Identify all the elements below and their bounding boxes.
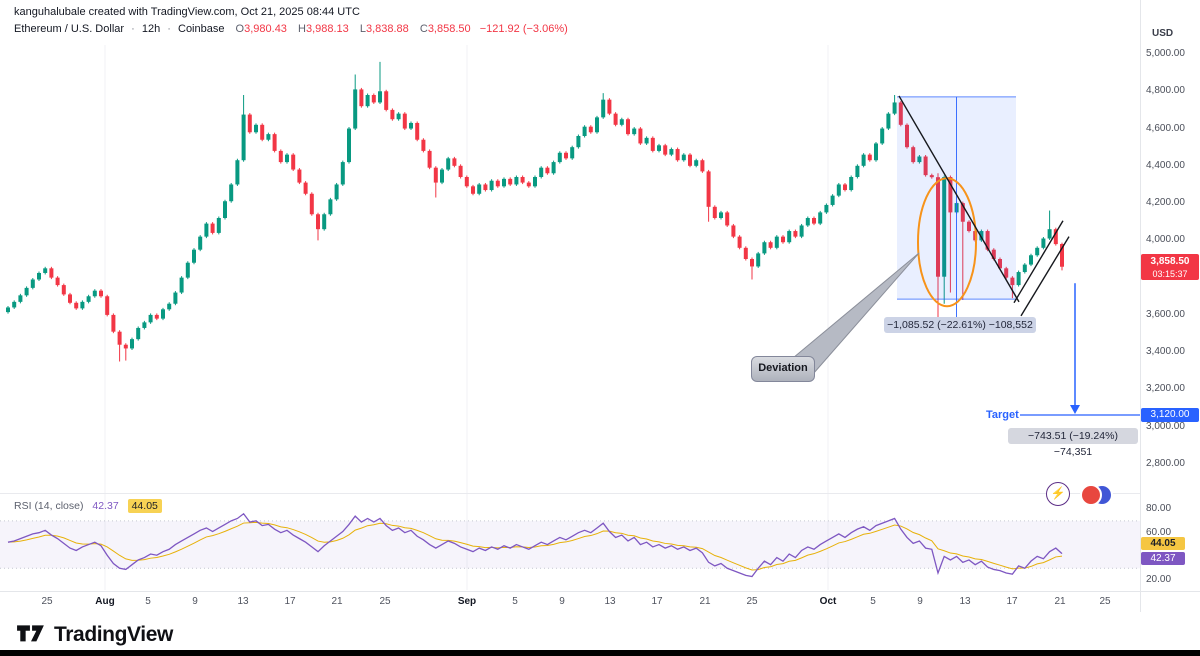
tradingview-logo[interactable]: TradingView [16,622,173,648]
separator: · [167,23,171,35]
time-axis-label: 9 [559,596,565,607]
last-price-value: 3,858.50 [1150,256,1190,267]
time-axis-label: 21 [1054,596,1066,607]
high-label: H [298,23,306,35]
time-axis-label: 13 [959,596,971,607]
time-axis-label: 17 [651,596,663,607]
brand-name: TradingView [54,623,173,646]
time-axis-label: 5 [870,596,876,607]
time-axis-label: 25 [746,596,758,607]
rsi-axis-label: 60.00 [1146,526,1172,538]
high-value: 3,988.13 [305,23,349,35]
time-axis-separator [0,591,1200,592]
price-axis-label: 3,000.00 [1146,420,1185,432]
time-axis-label: 21 [331,596,343,607]
time-axis[interactable]: 25 Aug 5 9 13 17 21 25 Sep 5 9 13 17 21 25 Oct 5 9 13 17 21 2… [0,596,1200,612]
time-axis-label: 13 [237,596,249,607]
target-label[interactable]: Target [986,409,1019,421]
time-axis-label: 17 [284,596,296,607]
rsi-params: (14, close) [34,500,84,512]
price-axis-label: 3,200.00 [1146,383,1185,395]
target-measure-label[interactable]: −743.51 (−19.24%) −74,351 [1008,428,1138,458]
reaction-red-icon [1080,484,1102,506]
time-axis-month-label: Sep [457,596,477,607]
rsi-axis-label: 20.00 [1146,574,1172,586]
currency-label: USD [1152,28,1174,39]
change-value: −121.92 (−3.06%) [479,23,568,35]
time-axis-label: 5 [145,596,151,607]
rsi-ma-value: 44.05 [127,499,162,513]
low-value: 3,838.88 [365,23,409,35]
price-axis-separator[interactable] [1140,0,1141,612]
price-axis-label: 4,600.00 [1146,122,1185,134]
price-axis-label: 4,400.00 [1146,159,1185,171]
rsi-current-value: 42.37 [92,500,119,512]
bottom-bar [0,650,1200,656]
target-price-badge: 3,120.00 [1141,408,1199,422]
pane-divider[interactable] [0,493,1140,494]
time-axis-label: 21 [699,596,711,607]
last-price-badge: 3,858.50 03:15:37 [1141,254,1199,280]
price-axis-label: 2,800.00 [1146,457,1185,469]
separator: · [131,23,135,35]
reactions-icon[interactable] [1080,482,1113,506]
interval-label[interactable]: 12h [141,23,161,35]
price-axis-label: 3,600.00 [1146,308,1185,320]
time-axis-label: 9 [917,596,923,607]
price-axis-label: 3,400.00 [1146,346,1185,358]
close-value: 3,858.50 [427,23,471,35]
bar-countdown: 03:15:37 [1152,269,1188,279]
grid [104,45,829,590]
time-axis-label: 9 [192,596,198,607]
close-label: C [419,23,428,35]
rsi-legend[interactable]: RSI (14, close) 42.37 44.05 [14,499,162,513]
tradingview-glyph-icon [17,625,44,642]
symbol-name[interactable]: Ethereum / U.S. Dollar [14,23,125,35]
time-axis-month-label: Oct [819,596,837,607]
time-axis-month-label: Aug [95,596,115,607]
time-axis-label: 17 [1006,596,1018,607]
drawings-layer [792,95,1140,416]
price-axis-label: 5,000.00 [1146,48,1185,59]
boost-icon[interactable]: ⚡ [1046,482,1070,506]
time-axis-label: 25 [379,596,391,607]
rsi-axis-label: 80.00 [1146,503,1172,514]
symbol-header[interactable]: Ethereum / U.S. Dollar · 12h · Coinbase … [14,23,568,35]
range-measure-label[interactable]: −1,085.52 (−22.61%) −108,552 [884,317,1036,333]
open-value: 3,980.43 [244,23,287,35]
rsi-plot [0,512,1140,578]
snapshot-credit: kanguhalubale created with TradingView.c… [14,6,360,18]
time-axis-label: 5 [512,596,518,607]
time-axis-label: 25 [41,596,53,607]
exchange-label: Coinbase [178,23,225,35]
open-label: O [235,23,245,35]
low-label: L [359,23,366,35]
price-axis-label: 4,200.00 [1146,197,1185,209]
price-axis-label: 4,000.00 [1146,234,1185,246]
rsi-ma-badge: 44.05 [1141,537,1185,550]
rsi-value-badge: 42.37 [1141,552,1185,565]
deviation-callout[interactable]: Deviation [751,356,815,382]
time-axis-label: 25 [1099,596,1111,607]
price-axis-label: 4,800.00 [1146,85,1185,97]
time-axis-label: 13 [604,596,616,607]
rsi-title[interactable]: RSI [14,500,32,512]
